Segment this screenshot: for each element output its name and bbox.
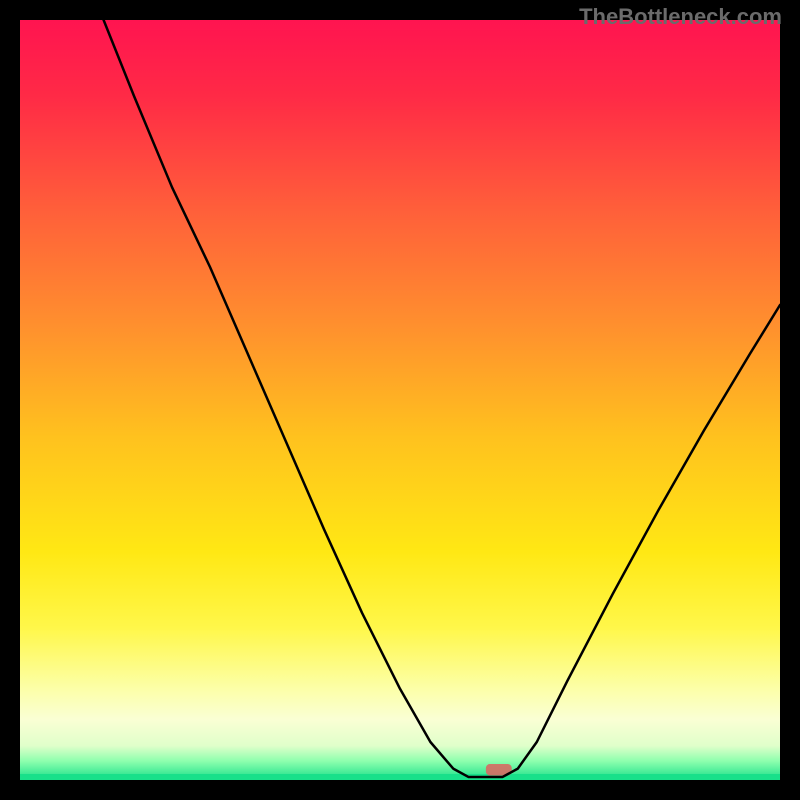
plot-svg	[20, 20, 780, 780]
gradient-background	[20, 20, 780, 780]
watermark-text: TheBottleneck.com	[579, 4, 782, 30]
plot-area	[20, 20, 780, 780]
bottom-band	[20, 774, 780, 780]
chart-container: TheBottleneck.com	[0, 0, 800, 800]
